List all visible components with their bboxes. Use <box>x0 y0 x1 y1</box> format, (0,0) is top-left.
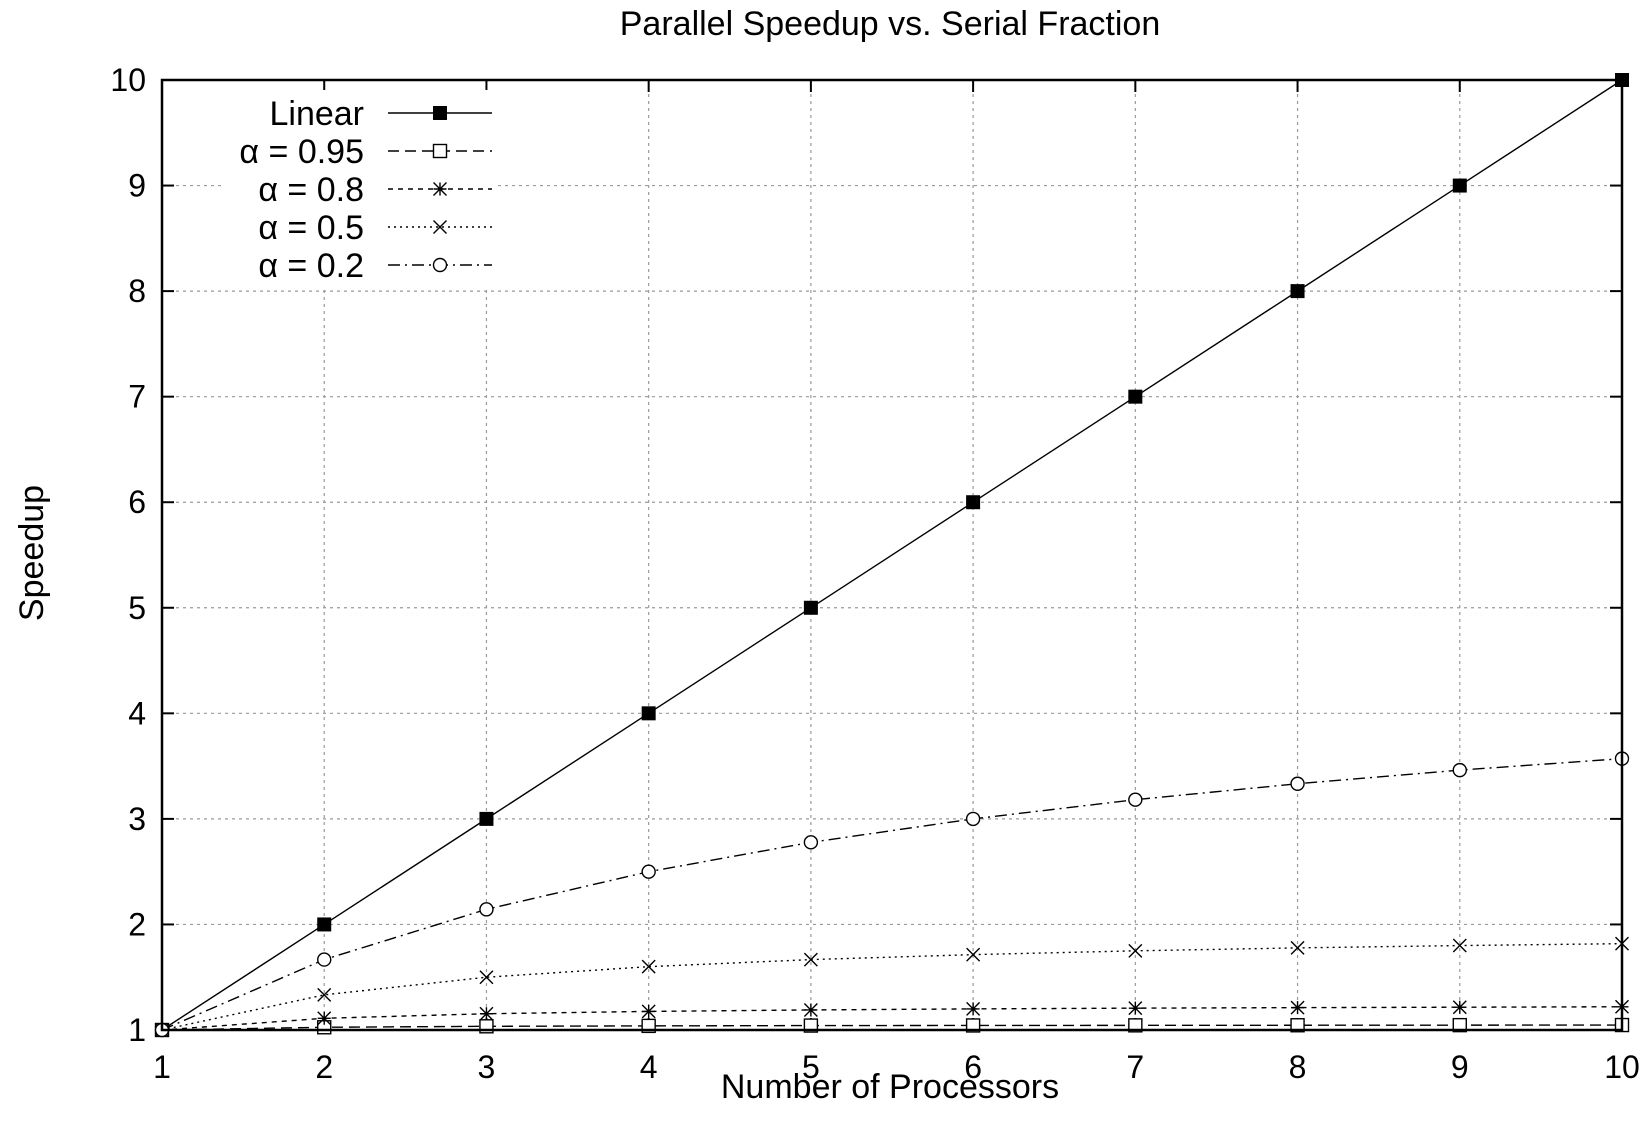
data-point <box>1452 1000 1467 1015</box>
data-point <box>479 902 494 917</box>
x-tick-label: 9 <box>1451 1049 1469 1085</box>
legend-item: α = 0.2 <box>258 247 492 285</box>
series-line <box>161 757 1623 1031</box>
chart-title: Parallel Speedup vs. Serial Fraction <box>620 5 1161 43</box>
x-tick-label: 4 <box>640 1049 658 1085</box>
data-point <box>1128 792 1143 807</box>
axis-ticks: 1 2 3 4 5 6 7 8 9 10 1 2 3 4 5 6 7 8 9 10 <box>110 62 1639 1085</box>
x-tick-label: 7 <box>1126 1049 1144 1085</box>
data-point <box>803 600 818 615</box>
y-tick-label: 4 <box>128 695 146 731</box>
series-line <box>161 942 1623 1031</box>
x-tick-label: 6 <box>964 1049 982 1085</box>
series-open-square <box>154 1017 1630 1038</box>
legend-label: α = 0.2 <box>258 247 364 285</box>
series-open-circle <box>154 751 1630 1038</box>
data-point <box>966 495 981 510</box>
data-point <box>1128 1018 1143 1033</box>
data-point <box>641 1004 656 1019</box>
y-tick-label: 7 <box>128 379 146 415</box>
x-tick-label: 5 <box>802 1049 820 1085</box>
data-point <box>641 864 656 879</box>
data-point <box>1128 1001 1143 1016</box>
x-tick-label: 2 <box>315 1049 333 1085</box>
y-tick-label: 2 <box>128 906 146 942</box>
data-point <box>1128 943 1143 958</box>
y-tick-label: 9 <box>128 168 146 204</box>
data-point <box>1290 284 1305 299</box>
legend-marker <box>432 257 448 273</box>
legend-label: α = 0.8 <box>258 171 364 209</box>
legend-label: α = 0.95 <box>239 133 364 171</box>
y-tick-label: 6 <box>128 484 146 520</box>
legend-label: α = 0.5 <box>258 209 364 247</box>
data-point <box>1452 1017 1467 1033</box>
data-point <box>1290 776 1305 791</box>
data-point <box>965 811 981 827</box>
data-point <box>1290 1018 1305 1033</box>
y-tick-label: 3 <box>128 801 146 837</box>
data-point <box>803 1002 818 1017</box>
series-line <box>161 1006 1623 1031</box>
data-point <box>1290 1000 1305 1015</box>
data-point <box>1452 762 1467 778</box>
y-tick-label: 1 <box>128 1012 146 1048</box>
data-point <box>803 835 819 850</box>
legend-item: α = 0.8 <box>258 171 492 209</box>
data-point <box>317 1011 332 1026</box>
series-asterisk <box>155 999 1629 1037</box>
data-point <box>1290 940 1305 955</box>
data-point <box>1452 178 1467 193</box>
data-point <box>966 947 981 962</box>
data-point <box>317 987 332 1002</box>
legend-marker <box>432 143 448 159</box>
plot-frame <box>160 78 1624 1032</box>
y-tick-label: 10 <box>110 62 146 98</box>
data-point <box>641 706 656 721</box>
x-axis-title: Number of Processors <box>721 1068 1059 1106</box>
x-tick-label: 3 <box>478 1049 496 1085</box>
y-axis-title: Speedup <box>13 485 51 621</box>
legend-item: α = 0.95 <box>239 133 492 171</box>
legend-item: Linear <box>269 95 492 133</box>
data-point <box>479 970 494 985</box>
x-tick-label: 10 <box>1604 1049 1640 1085</box>
legend-label: Linear <box>269 95 364 133</box>
x-tick-label: 8 <box>1289 1049 1307 1085</box>
legend-marker <box>433 220 447 234</box>
data-point <box>641 959 656 974</box>
data-point <box>479 1006 494 1021</box>
data-point <box>966 1001 981 1016</box>
series-line <box>161 1024 1623 1031</box>
series-line <box>161 79 1623 1031</box>
y-tick-label: 5 <box>128 590 146 626</box>
x-tick-label: 1 <box>153 1049 171 1085</box>
series-cross <box>155 936 1629 1037</box>
legend-marker <box>433 106 447 120</box>
data-point <box>1128 389 1143 404</box>
data-point <box>317 917 332 932</box>
data-point <box>479 811 494 826</box>
data-point <box>803 952 818 967</box>
legend-item: α = 0.5 <box>258 209 492 247</box>
data-point <box>317 952 332 967</box>
legend-marker <box>433 182 447 196</box>
data-point <box>1452 938 1467 953</box>
data-point <box>965 1018 981 1033</box>
y-tick-label: 8 <box>128 273 146 309</box>
